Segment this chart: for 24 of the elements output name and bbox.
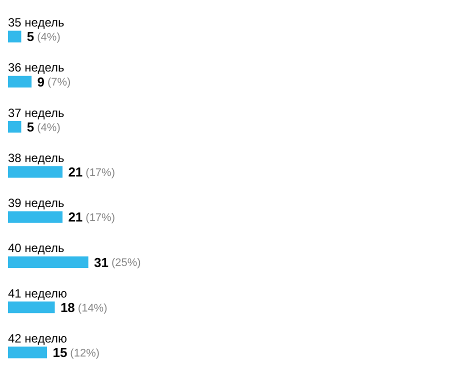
bar bbox=[8, 256, 88, 268]
bar bbox=[8, 76, 32, 88]
y-tick-label: 36 недель bbox=[8, 60, 64, 75]
bar bbox=[8, 346, 48, 358]
bar bbox=[8, 166, 63, 178]
bar bbox=[8, 30, 22, 42]
data-label: 21 (17%) bbox=[68, 164, 115, 180]
data-label: 21 (17%) bbox=[68, 210, 115, 225]
bar bbox=[8, 211, 63, 223]
y-tick-label: 42 неделю bbox=[8, 331, 67, 346]
y-tick-label: 39 недель bbox=[8, 196, 64, 210]
y-tick-label: 37 недель bbox=[8, 106, 64, 120]
data-label: 9 (7%) bbox=[37, 74, 71, 90]
y-tick-label: 40 недель bbox=[8, 241, 64, 256]
data-label: 5 (4%) bbox=[26, 119, 60, 134]
bar bbox=[8, 120, 22, 133]
data-label: 18 (14%) bbox=[60, 300, 108, 315]
bar bbox=[8, 301, 55, 314]
y-tick-label: 35 недель bbox=[8, 16, 64, 30]
data-label: 5 (4%) bbox=[26, 29, 60, 44]
data-label: 31 (25%) bbox=[94, 254, 141, 270]
y-tick-label: 38 недель bbox=[8, 150, 64, 165]
data-label: 15 (12%) bbox=[52, 345, 100, 360]
y-tick-label: 41 неделю bbox=[8, 286, 67, 300]
